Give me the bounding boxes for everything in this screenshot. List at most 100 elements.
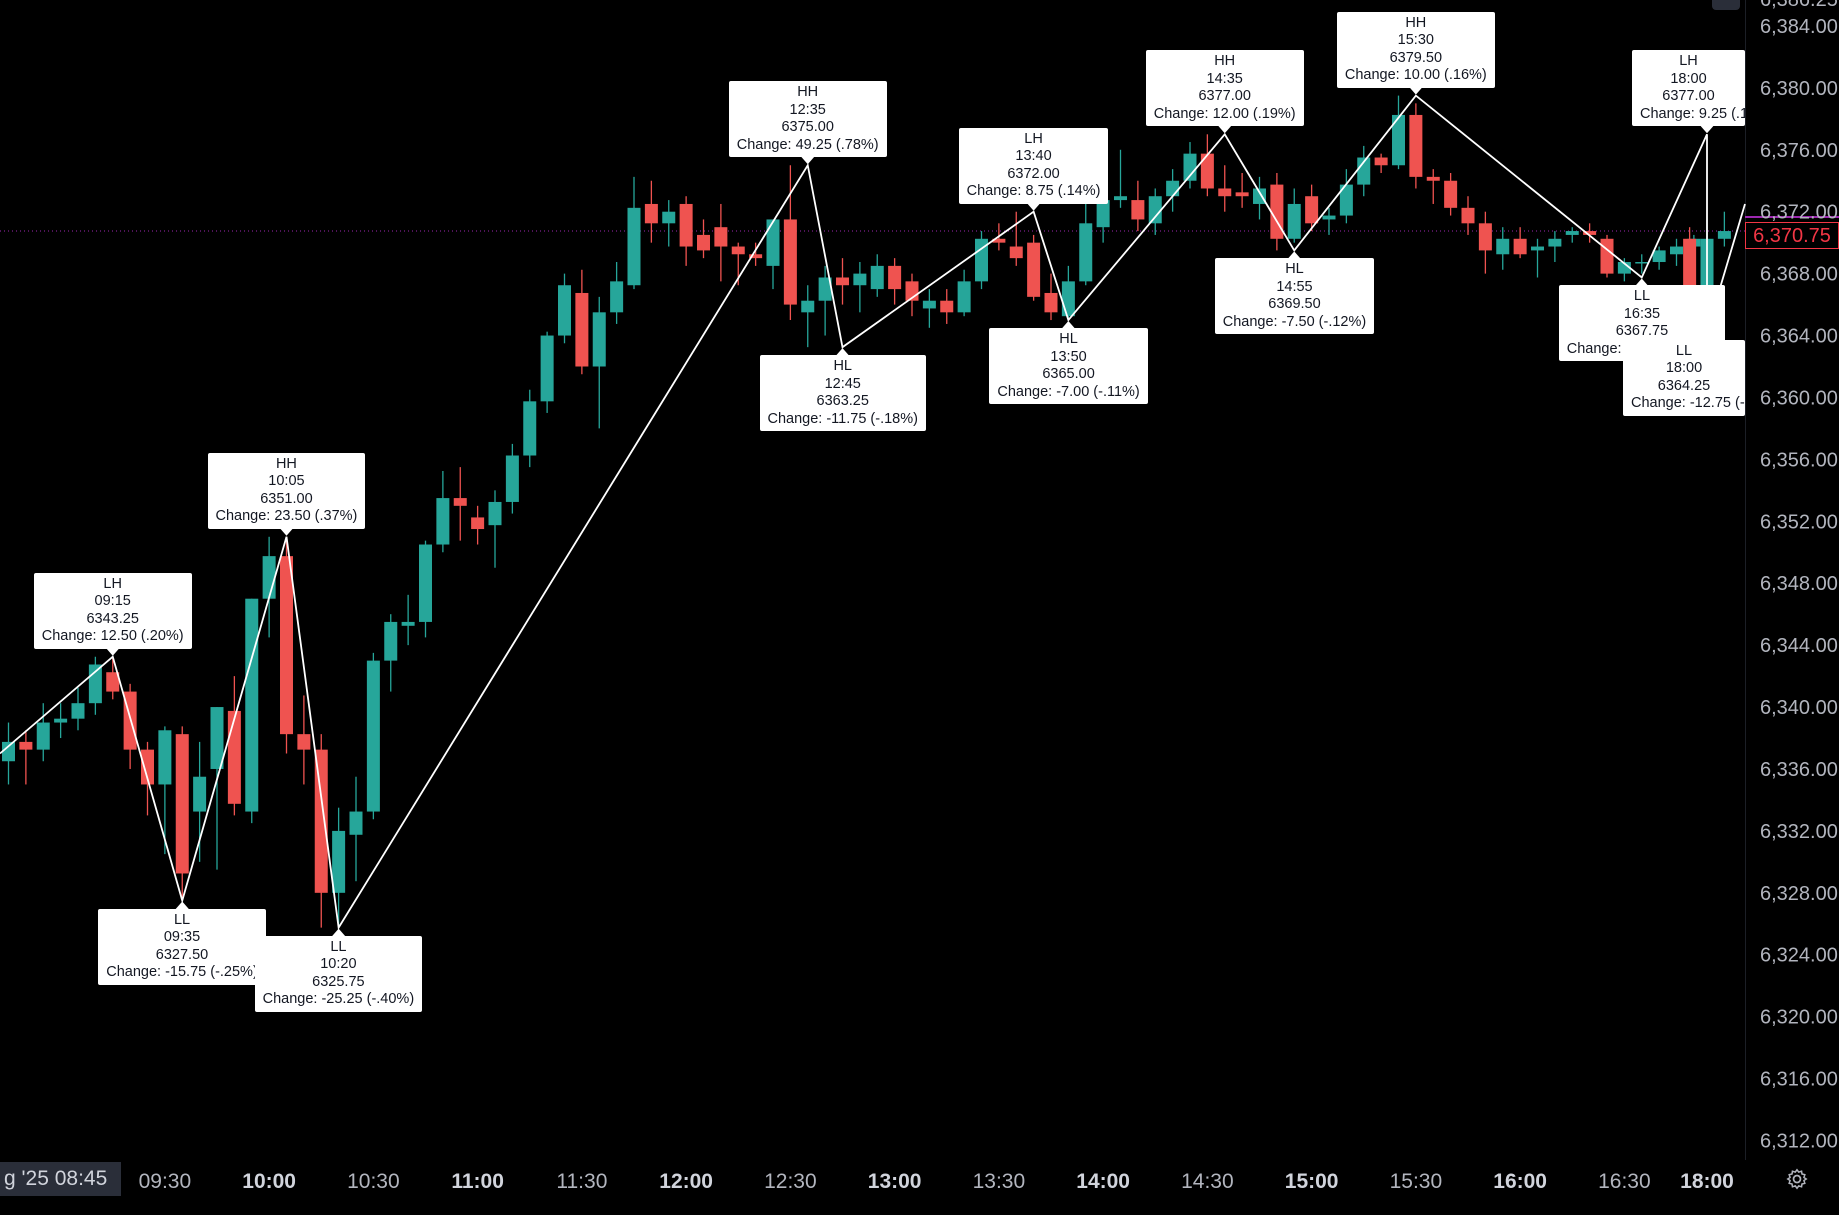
candle-body — [957, 281, 971, 313]
candle-body — [436, 498, 450, 545]
last-price-label: 6,370.75 — [1745, 222, 1839, 249]
gear-icon[interactable] — [1784, 1166, 1810, 1192]
candle-body — [262, 556, 276, 599]
candle-body — [888, 265, 902, 290]
price-tick-label: 6,324.00 — [1760, 945, 1838, 967]
candle-body — [453, 498, 467, 506]
pivot-pointer — [331, 928, 346, 937]
candle-body — [1478, 223, 1492, 251]
candle-body — [1683, 238, 1697, 301]
candle-body — [1652, 250, 1666, 263]
candle-body — [19, 741, 33, 750]
pivot-time: 18:00 — [1670, 70, 1707, 87]
price-tick-label: 6,364.00 — [1760, 326, 1838, 348]
candle-body — [488, 501, 502, 526]
candle-body — [1426, 176, 1440, 181]
pivot-type: HH — [1405, 14, 1427, 31]
candle-body — [1131, 200, 1145, 220]
candle-body — [1183, 153, 1197, 181]
pivot-pointer — [1287, 251, 1302, 260]
time-tick-label: 15:30 — [1390, 1170, 1443, 1193]
pivot-type: HL — [833, 358, 852, 375]
candle-body — [36, 722, 50, 750]
pivot-price: 6365.00 — [1042, 366, 1095, 383]
pivot-time: 10:20 — [320, 956, 357, 973]
pivot-price: 6369.50 — [1268, 296, 1321, 313]
time-tick-label: 09:30 — [139, 1170, 192, 1193]
candle-body — [1322, 215, 1336, 220]
candle-body — [975, 238, 988, 282]
pivot-time: 13:40 — [1015, 148, 1052, 165]
candle-body — [2, 741, 15, 762]
pivot-time: 13:50 — [1050, 348, 1087, 365]
candle-body — [1461, 207, 1475, 224]
pivot-change: Change: -11.75 (-.18%) — [767, 410, 918, 427]
plus-icon[interactable] — [1712, 0, 1740, 10]
candle-body — [679, 203, 693, 247]
pivot-label: HL 13:50 6365.00 Change: -7.00 (-.11%) — [989, 328, 1148, 405]
candle-body — [106, 672, 120, 692]
zigzag-line — [0, 94, 1746, 931]
time-tick-label: 15:00 — [1285, 1170, 1339, 1193]
price-tick-label: 6,332.00 — [1760, 821, 1838, 843]
price-tick-label: 6,344.00 — [1760, 635, 1838, 657]
candle-body — [1409, 114, 1423, 177]
pivot-time: 15:30 — [1397, 32, 1434, 49]
pivot-change: Change: 9.25 (.15%) — [1640, 105, 1745, 122]
pivot-pointer — [1634, 278, 1649, 287]
candle-body — [1444, 180, 1458, 208]
pivot-label: HH 14:35 6377.00 Change: 12.00 (.19%) — [1145, 50, 1304, 127]
price-axis-divider — [1745, 0, 1746, 1160]
candle-body — [1096, 200, 1110, 228]
time-tick-label: 18:00 — [1680, 1170, 1734, 1193]
pivot-type: HH — [797, 84, 819, 101]
time-tick-label: 10:00 — [242, 1170, 296, 1193]
candle-body — [1148, 196, 1162, 224]
pivot-change: Change: 8.75 (.14%) — [966, 183, 1101, 200]
price-tick-label: 6,340.00 — [1760, 697, 1838, 719]
pivot-change: Change: -7.50 (-.12%) — [1222, 313, 1367, 330]
pivot-pointer — [800, 156, 815, 165]
pivot-type: LH — [1024, 130, 1043, 147]
price-tick-label-partial: 6,386.25 — [1760, 0, 1838, 11]
pivot-label: HL 12:45 6363.25 Change: -11.75 (-.18%) — [759, 355, 926, 432]
pivot-change: Change: -7.00 (-.11%) — [997, 383, 1140, 400]
pivot-price: 6379.50 — [1389, 49, 1443, 66]
candle-body — [1200, 153, 1214, 189]
price-tick-label: 6,384.00 — [1760, 16, 1838, 38]
time-tick-label: 16:00 — [1493, 1170, 1547, 1193]
candle-body — [1635, 262, 1649, 264]
pivot-change: Change: 12.00 (.19%) — [1153, 105, 1296, 122]
pivot-pointer — [1700, 125, 1714, 134]
pivot-label: LH 09:15 6343.25 Change: 12.50 (.20%) — [33, 572, 192, 649]
candle-body — [1617, 262, 1631, 274]
time-tick-label: 10:30 — [347, 1170, 400, 1193]
pivot-time: 16:35 — [1623, 305, 1661, 322]
candle-body — [922, 300, 936, 309]
candle-body — [870, 265, 884, 290]
pivot-type: HH — [275, 455, 297, 472]
candle-body — [384, 621, 398, 661]
price-tick-label: 6,316.00 — [1760, 1069, 1838, 1091]
time-tick-label: 13:30 — [973, 1170, 1026, 1193]
pivot-time: 09:35 — [163, 929, 201, 946]
price-tick-label: 6,348.00 — [1760, 573, 1838, 595]
pivot-pointer — [1408, 86, 1423, 95]
price-tick-label: 6,336.00 — [1760, 759, 1838, 781]
pivot-label: HH 10:05 6351.00 Change: 23.50 (.37%) — [207, 452, 366, 529]
pivot-price: 6372.00 — [1007, 165, 1060, 182]
candle-body — [575, 292, 589, 367]
candle-body — [714, 227, 728, 247]
pivot-price: 6377.00 — [1662, 88, 1715, 105]
price-tick-label: 6,352.00 — [1760, 511, 1838, 533]
candle-body — [1235, 192, 1249, 197]
candle-body — [1287, 203, 1301, 239]
candle-body — [523, 401, 537, 456]
candle-body — [801, 300, 815, 313]
candle-body — [644, 203, 658, 224]
price-tick-label: 6,360.00 — [1760, 387, 1838, 409]
candle-body — [349, 811, 363, 835]
